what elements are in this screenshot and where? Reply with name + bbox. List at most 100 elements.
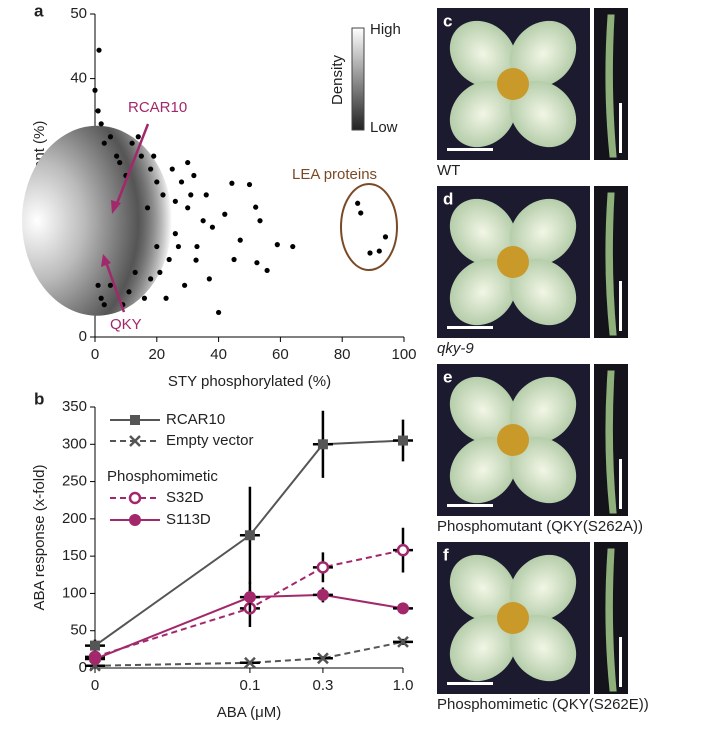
point: [96, 47, 102, 53]
petal: [509, 80, 577, 148]
x-tick-label: 60: [272, 346, 289, 363]
petal: [449, 258, 517, 326]
point: [355, 200, 361, 206]
annotation: RCAR10: [128, 99, 187, 116]
point: [163, 295, 169, 301]
arrowhead: [111, 200, 121, 214]
series-line: [94, 593, 404, 660]
arrowhead: [101, 254, 111, 267]
y-tick-label: 350: [62, 398, 87, 415]
panel-label: d: [443, 189, 453, 208]
caption: Phosphomimetic (QKY(S262E)): [437, 696, 649, 713]
point: [257, 218, 263, 224]
point: [151, 153, 157, 159]
scale-bar: [619, 103, 622, 153]
y-tick-label: 200: [62, 510, 87, 527]
point: [135, 134, 141, 140]
point: [185, 205, 191, 211]
petal: [449, 20, 517, 88]
marker: [130, 415, 140, 425]
marker: [90, 640, 100, 651]
marker: [397, 602, 409, 615]
marker: [397, 636, 409, 648]
point: [231, 256, 237, 263]
silique: [605, 548, 617, 692]
petal: [449, 376, 517, 444]
marker: [396, 543, 410, 557]
density-cloud: [22, 125, 172, 316]
legend-label: S32D: [166, 489, 204, 506]
arrow: [104, 261, 126, 313]
marker: [398, 435, 408, 446]
x-axis-label: ABA (μM): [217, 704, 281, 721]
scale-bar: [447, 148, 493, 151]
marker: [244, 530, 255, 541]
legend-label: S113D: [166, 511, 211, 528]
marker: [129, 514, 141, 526]
point: [98, 121, 104, 127]
caption: WT: [437, 162, 460, 179]
point: [194, 243, 200, 250]
point: [138, 153, 144, 159]
silique: [605, 14, 617, 158]
petal: [509, 376, 577, 444]
series-line: [94, 439, 404, 647]
y-tick-label: 40: [70, 70, 87, 87]
point: [154, 179, 160, 185]
scale-bar: [619, 459, 622, 509]
x-tick-label: 40: [210, 346, 227, 363]
petal: [449, 80, 517, 148]
point: [253, 204, 259, 210]
point: [178, 179, 185, 185]
point: [169, 166, 175, 172]
flower-center: [497, 424, 529, 456]
flower-center: [497, 602, 529, 634]
point: [132, 269, 138, 275]
legend-label: Empty vector: [166, 432, 254, 449]
point: [114, 153, 120, 159]
point: [126, 289, 132, 295]
petal: [449, 198, 517, 266]
petal: [509, 554, 577, 622]
point: [92, 87, 98, 93]
point: [209, 224, 216, 230]
scale-bar: [447, 504, 493, 507]
series-line: [94, 640, 404, 667]
scale-bar: [447, 682, 493, 685]
point: [148, 276, 154, 282]
petal: [509, 614, 577, 682]
point: [358, 210, 364, 216]
x-tick-label: 0.3: [312, 677, 333, 694]
x-tick-label: 0: [91, 346, 99, 363]
lea-outline: [340, 183, 398, 271]
x-tick-label: 80: [334, 346, 351, 363]
y-tick-label: 0: [79, 328, 87, 345]
point: [200, 218, 206, 224]
point: [237, 237, 243, 243]
marker: [317, 652, 329, 665]
scale-bar: [447, 326, 493, 329]
petal: [509, 436, 577, 504]
density-high: High: [370, 21, 401, 38]
point: [376, 248, 382, 254]
point: [144, 205, 151, 211]
arrow: [114, 123, 150, 207]
point: [254, 260, 260, 266]
petal: [449, 614, 517, 682]
density-low: Low: [370, 119, 398, 136]
x-tick-label: 0: [91, 677, 99, 694]
point: [382, 234, 389, 240]
point: [157, 269, 163, 275]
marker: [129, 435, 141, 447]
point: [160, 192, 166, 198]
y-tick-label: 50: [70, 5, 87, 22]
point: [222, 211, 228, 217]
density-scale: [351, 27, 365, 131]
x-tick-label: 100: [391, 346, 416, 363]
legend-label: RCAR10: [166, 411, 225, 428]
annotation: QKY: [110, 316, 142, 333]
point: [290, 243, 296, 250]
y-tick-label: 300: [62, 435, 87, 452]
marker: [128, 491, 142, 505]
